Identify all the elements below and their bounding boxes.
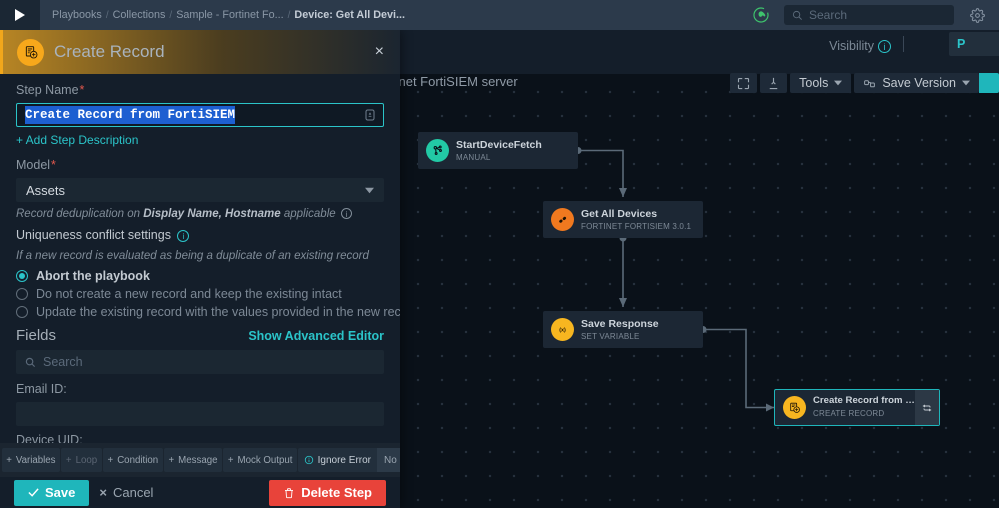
svg-text:(x): (x)	[559, 328, 566, 334]
